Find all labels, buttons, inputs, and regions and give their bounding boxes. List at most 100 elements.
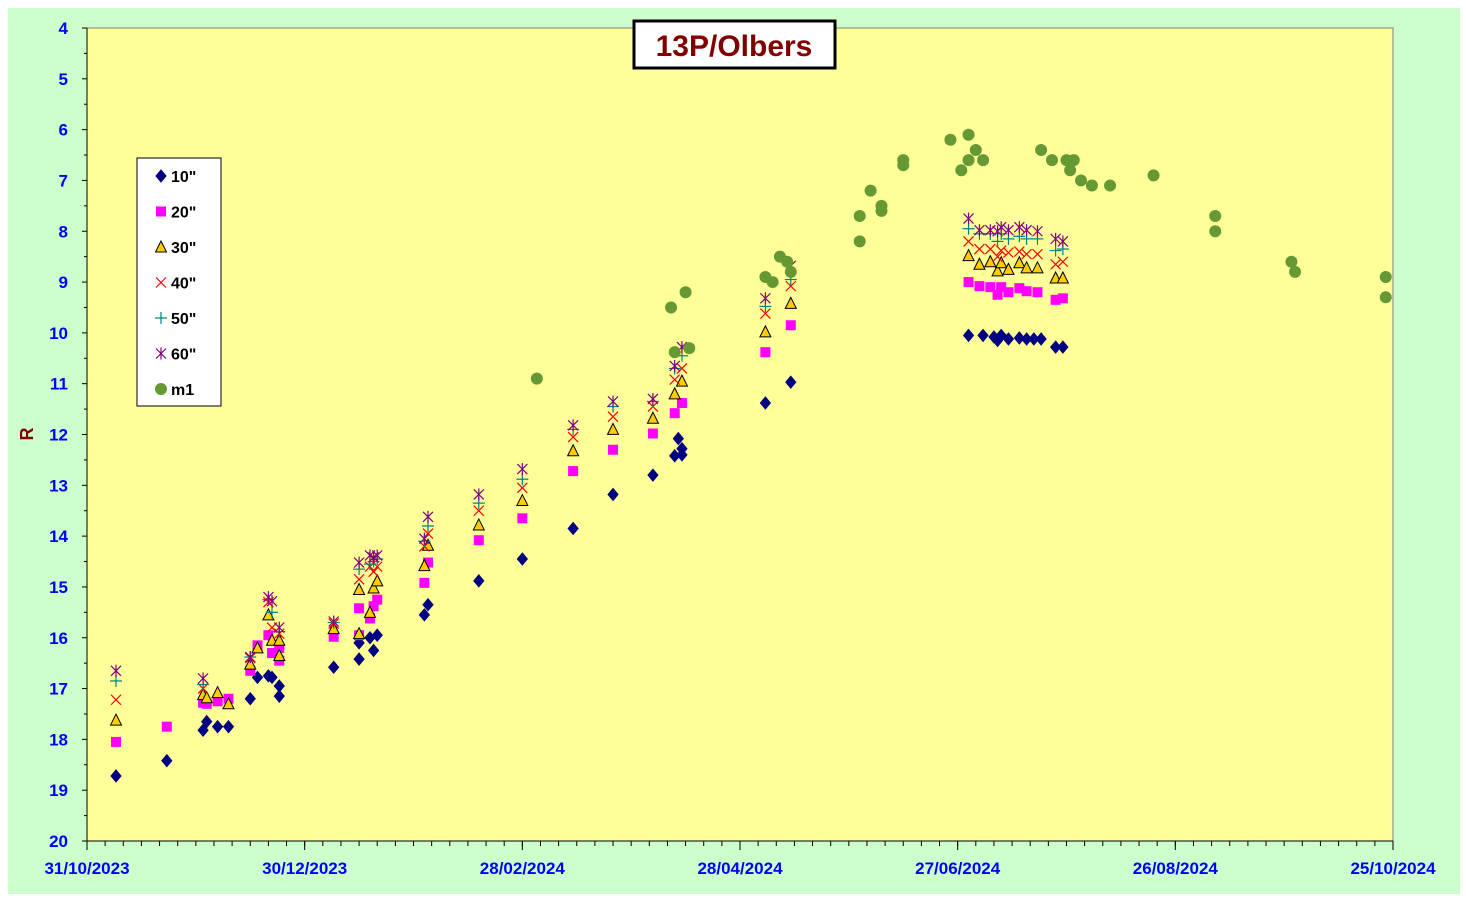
point-m1 <box>1289 265 1302 278</box>
point-60 <box>418 532 430 545</box>
point-10 <box>567 521 579 536</box>
point-m1 <box>1085 179 1098 192</box>
point-60 <box>567 419 579 432</box>
point-60 <box>1057 235 1069 248</box>
point-m1 <box>962 154 975 167</box>
point-20 <box>423 557 434 568</box>
point-20 <box>354 603 365 614</box>
point-50 <box>266 606 279 619</box>
legend-marker-50 <box>155 312 167 324</box>
point-30 <box>784 296 798 309</box>
point-20 <box>212 696 223 707</box>
point-m1 <box>784 265 797 278</box>
x-tick-label: 25/10/2024 <box>1350 859 1436 878</box>
point-20 <box>1057 293 1068 304</box>
y-tick-label: 7 <box>59 171 68 190</box>
point-10 <box>266 670 278 685</box>
point-30 <box>1013 255 1026 269</box>
point-30 <box>262 607 275 621</box>
point-m1 <box>875 199 888 212</box>
point-60 <box>244 651 256 664</box>
point-20 <box>1021 286 1032 297</box>
point-10 <box>422 597 434 612</box>
point-10 <box>607 487 619 502</box>
point-30 <box>363 605 377 618</box>
point-30 <box>472 517 486 531</box>
point-30 <box>646 411 660 424</box>
point-40 <box>1032 248 1043 260</box>
point-30 <box>566 443 580 457</box>
point-60 <box>473 488 485 501</box>
point-50 <box>991 235 1004 248</box>
point-m1 <box>766 276 779 289</box>
point-40 <box>669 374 681 386</box>
y-tick-label: 19 <box>49 781 68 800</box>
point-40 <box>785 280 797 292</box>
point-m1 <box>1045 154 1058 167</box>
y-tick-label: 4 <box>59 19 69 38</box>
point-10 <box>418 608 431 622</box>
point-m1 <box>1147 169 1160 182</box>
legend: 10" 20" 30" 40" 50" 60" m1 <box>136 157 222 407</box>
point-20 <box>372 594 383 605</box>
point-60 <box>759 292 771 305</box>
point-30 <box>109 712 123 726</box>
point-60 <box>516 463 528 476</box>
point-30 <box>759 324 772 338</box>
y-tick-label: 12 <box>49 426 68 445</box>
y-tick-label: 18 <box>49 730 68 749</box>
point-10 <box>211 719 224 734</box>
point-10 <box>201 714 213 729</box>
point-20 <box>785 320 796 331</box>
y-tick-label: 5 <box>59 70 68 89</box>
legend-label: 60" <box>171 347 196 364</box>
point-m1 <box>969 143 982 156</box>
point-40 <box>992 251 1003 263</box>
point-30 <box>1031 260 1044 274</box>
chart-title: 13P/Olbers <box>656 30 813 63</box>
point-60 <box>974 224 985 237</box>
point-60 <box>669 359 681 372</box>
point-30 <box>606 422 620 435</box>
legend-label: m1 <box>171 382 194 399</box>
point-50 <box>516 473 529 486</box>
point-m1 <box>977 154 990 167</box>
point-50 <box>1049 244 1062 257</box>
legend-label: 40" <box>171 276 196 293</box>
point-10 <box>110 769 122 783</box>
legend-label: 20" <box>171 205 196 222</box>
point-20 <box>517 513 528 524</box>
point-60 <box>197 672 209 685</box>
point-30 <box>991 263 1004 277</box>
point-20 <box>676 397 687 408</box>
y-tick-label: 20 <box>49 832 68 851</box>
point-20 <box>669 408 680 419</box>
point-m1 <box>962 128 975 141</box>
point-20 <box>111 736 122 747</box>
point-20 <box>996 282 1007 293</box>
point-60 <box>1032 225 1043 238</box>
point-40 <box>353 573 365 585</box>
point-30 <box>668 386 682 400</box>
title-box: 13P/Olbers <box>632 19 837 70</box>
point-10 <box>1002 332 1015 346</box>
point-30 <box>1020 260 1033 274</box>
legend-marker-20 <box>156 206 166 217</box>
point-10 <box>1057 340 1069 354</box>
y-tick-label: 16 <box>49 629 68 648</box>
point-20 <box>263 630 274 641</box>
point-20 <box>161 721 172 732</box>
point-40 <box>1021 248 1033 260</box>
point-40 <box>1003 247 1014 259</box>
point-m1 <box>665 301 678 314</box>
y-tick-label: 13 <box>49 476 68 495</box>
y-tick-label: 10 <box>49 324 68 343</box>
point-20 <box>985 282 996 293</box>
point-20 <box>963 277 974 288</box>
point-30 <box>418 558 431 572</box>
point-60 <box>647 392 659 405</box>
point-30 <box>272 633 286 646</box>
legend-marker-m1 <box>155 383 167 395</box>
point-20 <box>473 535 484 546</box>
